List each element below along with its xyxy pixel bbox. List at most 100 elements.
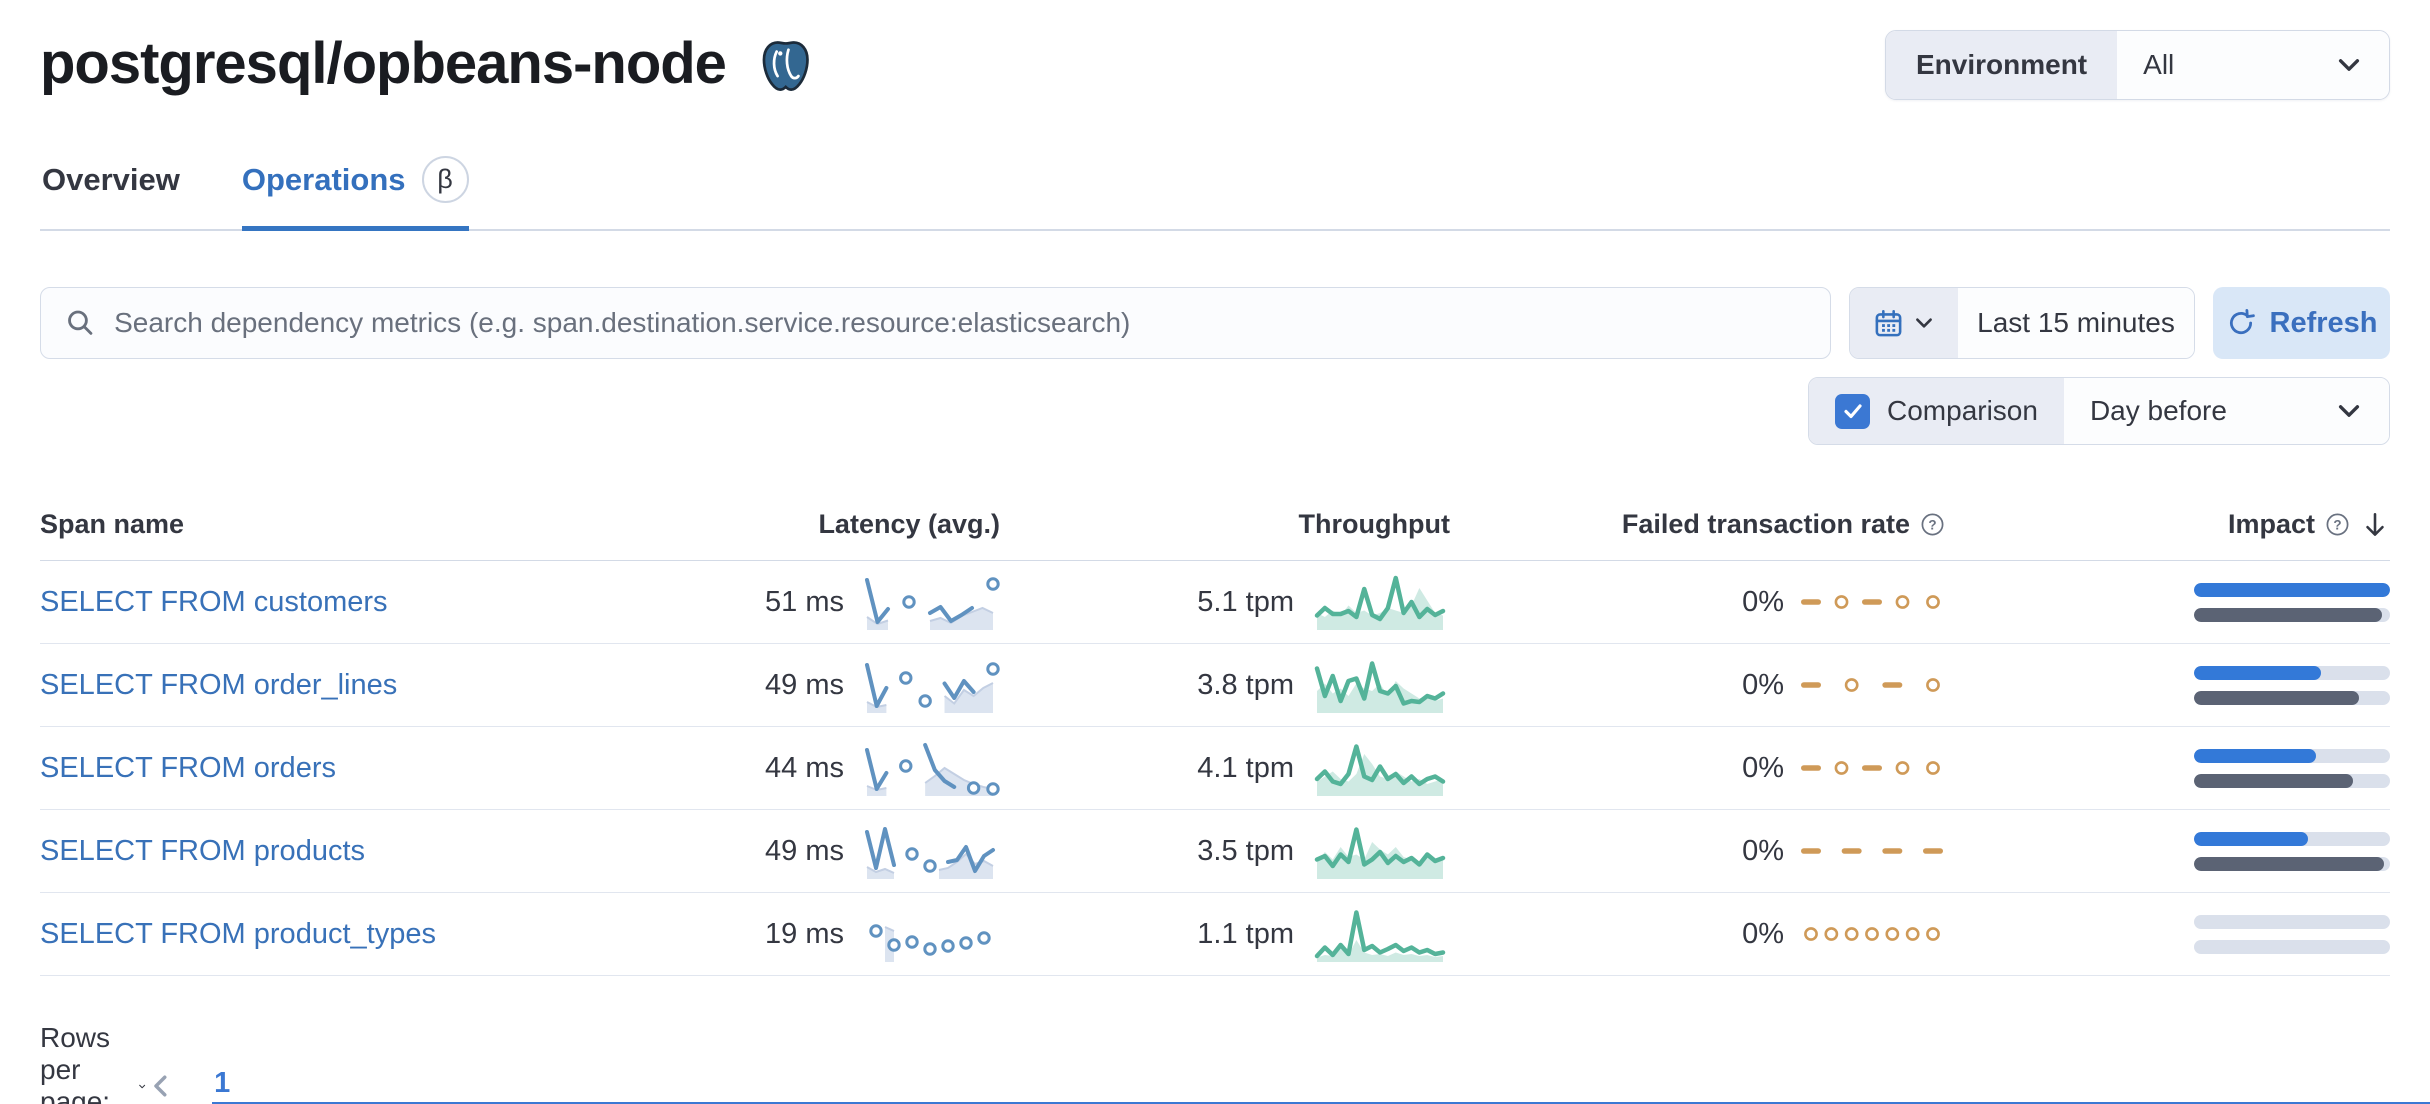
failed-rate-cell: 0% [1450,665,1945,705]
latency-sparkline [869,924,991,962]
info-icon[interactable]: ? [1920,512,1945,537]
svg-text:?: ? [1928,517,1936,532]
latency-value: 49 ms [765,668,844,701]
tab-operations[interactable]: Operations β [241,156,469,231]
impact-track-current [2194,748,2390,763]
throughput-sparkline [1314,910,1446,962]
failed-rate-cell: 0% [1450,582,1945,622]
impact-bar-previous [2194,773,2353,788]
chevron-down-icon [2338,59,2360,71]
latency-cell: 49 ms [600,819,1000,883]
span-name-cell: SELECT FROM orders [40,752,600,785]
search-bar [40,287,1831,359]
pagination: 1 [146,1067,2430,1104]
throughput-sparkline [1314,827,1446,879]
calendar-icon [1875,309,1902,336]
tab-overview[interactable]: Overview [42,156,180,229]
date-picker: Last 15 minutes [1849,287,2195,359]
refresh-label: Refresh [2269,306,2378,339]
page-header: postgresql/opbeans-node Environment All [40,30,2390,100]
latency-value: 49 ms [765,834,844,867]
environment-label: Environment [1886,31,2118,99]
impact-bar-previous [2194,607,2383,622]
span-name-link[interactable]: SELECT FROM product_types [40,917,436,950]
latency-cell: 49 ms [600,653,1000,717]
comparison-control: Comparison Day before [1808,377,2390,445]
chevron-left-icon[interactable] [146,1071,176,1101]
failed-rate-cell: 0% [1450,748,1945,788]
info-icon[interactable]: ? [2325,512,2350,537]
refresh-icon [2229,308,2255,335]
impact-track-previous [2194,856,2390,871]
quick-select-button[interactable] [1850,288,1958,358]
impact-track-previous [2194,607,2390,622]
impact-bars [2194,665,2390,705]
page-title: postgresql/opbeans-node [40,30,812,97]
search-icon [68,310,93,335]
table-row: SELECT FROM product_types 19 ms 1.1 tpm … [40,893,2390,976]
failed-rate-sparkline [1801,761,1940,775]
impact-bars [2194,582,2390,622]
impact-cell [1945,665,2390,705]
comparison-select[interactable]: Day before [2063,378,2389,444]
throughput-sparkline [1314,661,1446,713]
chevron-down-icon [1916,318,1932,328]
column-header-latency: Latency (avg.) [818,509,1000,539]
impact-cell [1945,914,2390,954]
comparison-toggle: Comparison [1809,378,2064,444]
table-header: Span name Latency (avg.) Throughput Fail… [40,509,2390,561]
span-name-link[interactable]: SELECT FROM customers [40,585,388,618]
environment-select[interactable]: Environment All [1885,30,2390,100]
impact-bars [2194,831,2390,871]
time-range-button[interactable]: Last 15 minutes [1958,288,2194,358]
column-header-span-name: Span name [40,509,185,539]
environment-value[interactable]: All [2117,31,2389,99]
span-name-link[interactable]: SELECT FROM order_lines [40,668,398,701]
latency-cell: 51 ms [600,570,1000,634]
column-header-impact[interactable]: Impact ? [1945,509,2390,540]
tab-overview-label: Overview [42,161,180,197]
latency-cell: 44 ms [600,736,1000,800]
table-row: SELECT FROM order_lines 49 ms 3.8 tpm 0% [40,644,2390,727]
span-name-link[interactable]: SELECT FROM orders [40,751,336,784]
impact-cell [1945,582,2390,622]
throughput-cell: 3.8 tpm [1000,653,1450,717]
impact-bar-current [2194,582,2390,597]
throughput-cell: 4.1 tpm [1000,736,1450,800]
failed-rate-sparkline [1804,927,1940,941]
table-row: SELECT FROM products 49 ms 3.5 tpm 0% [40,810,2390,893]
search-input[interactable] [114,307,1806,339]
throughput-cell: 3.5 tpm [1000,819,1450,883]
tab-operations-label: Operations [241,161,406,197]
throughput-value: 4.1 tpm [1197,751,1294,784]
impact-track-current [2194,914,2390,929]
throughput-value: 3.5 tpm [1197,834,1294,867]
page-number-button[interactable]: 1 [212,1067,2430,1104]
latency-value: 19 ms [765,917,844,950]
impact-cell [1945,748,2390,788]
environment-value-text: All [2143,49,2175,80]
impact-bar-current [2194,748,2316,763]
refresh-button[interactable]: Refresh [2213,287,2390,359]
throughput-sparkline [1314,575,1446,630]
table-footer: Rows per page: 25 1 [40,1022,2430,1104]
impact-bar-previous [2194,856,2385,871]
impact-bars [2194,914,2390,954]
failed-rate-value: 0% [1742,585,1784,618]
failed-rate-value: 0% [1742,668,1784,701]
impact-bar-current [2194,831,2308,846]
failed-rate-value: 0% [1742,834,1784,867]
failed-rate-cell: 0% [1450,914,1945,954]
throughput-cell: 1.1 tpm [1000,902,1450,966]
postgresql-logo-icon [762,40,809,91]
beta-badge: β [421,156,469,203]
throughput-sparkline [1314,744,1446,796]
impact-cell [1945,831,2390,871]
span-name-link[interactable]: SELECT FROM products [40,834,366,867]
comparison-checkbox[interactable] [1835,393,1870,429]
impact-track-previous [2194,690,2390,705]
impact-track-current [2194,831,2390,846]
rows-per-page-button[interactable]: Rows per page: 25 [40,1022,146,1104]
sort-descending-icon [2366,512,2384,536]
